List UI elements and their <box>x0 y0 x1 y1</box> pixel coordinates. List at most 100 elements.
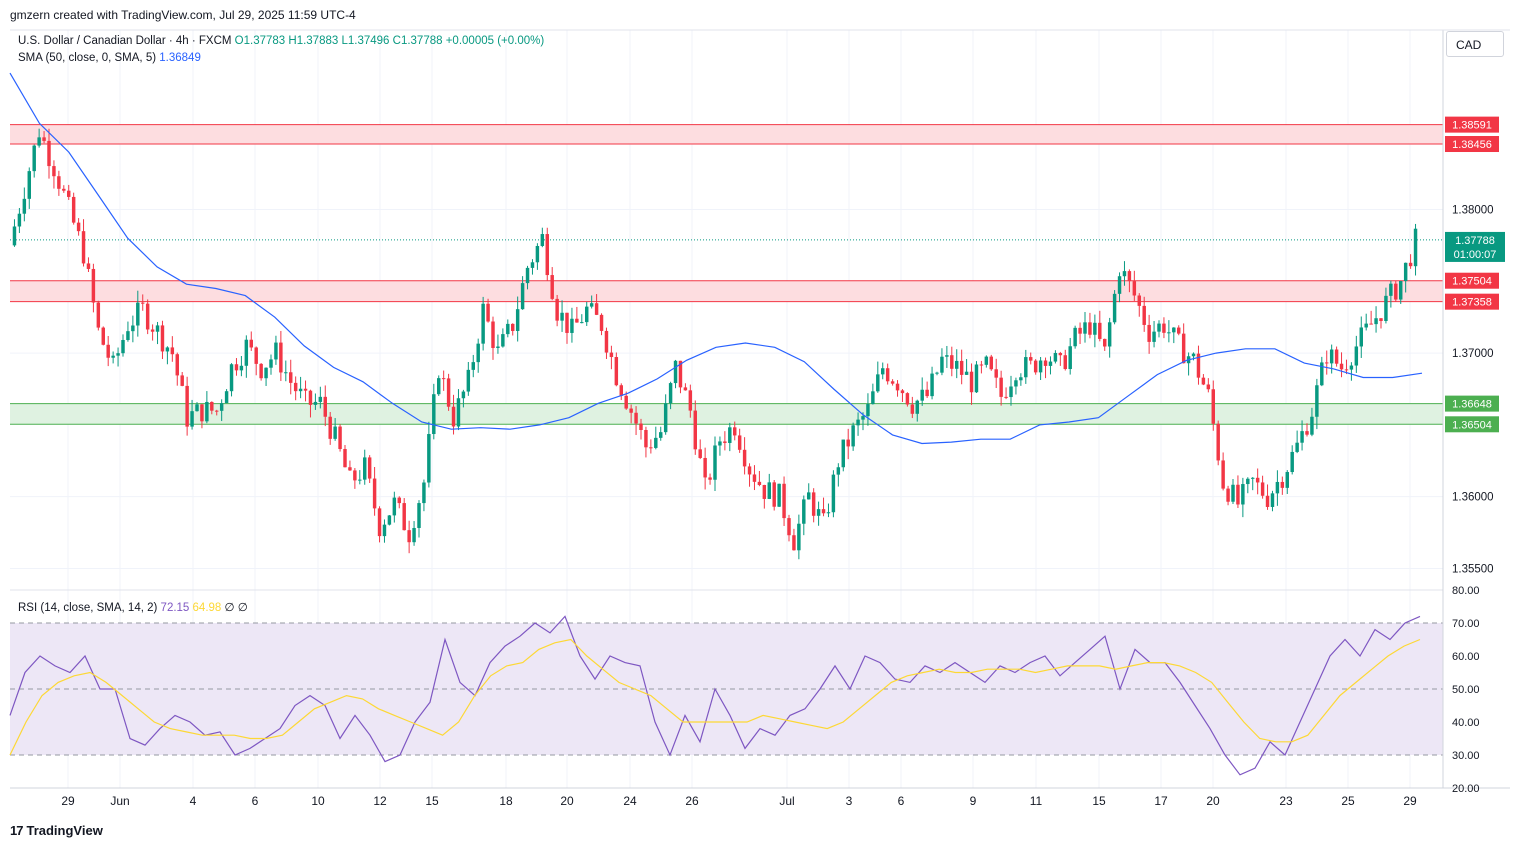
candle-body <box>570 318 574 333</box>
candle-body <box>1167 332 1171 334</box>
zone-price-label: 1.37358 <box>1452 297 1492 309</box>
candle-body <box>1152 331 1156 342</box>
candle-body <box>797 523 801 551</box>
candle-body <box>392 497 397 516</box>
candle-body <box>170 347 175 355</box>
zone-price-tag <box>1445 116 1499 133</box>
candle-body <box>155 325 160 332</box>
x-tick-label: Jun <box>110 794 129 808</box>
candle-body <box>673 360 678 384</box>
candle-body <box>254 347 258 364</box>
candle-body <box>1384 295 1388 322</box>
candle-body <box>274 342 278 360</box>
rsi-tick-label: 20.00 <box>1452 783 1480 795</box>
candle-body <box>131 325 135 332</box>
candle-body <box>81 231 86 264</box>
zone-price-tag <box>1445 272 1499 289</box>
x-tick-label: 20 <box>1206 794 1220 808</box>
candle-body <box>589 303 594 307</box>
candle-body <box>1280 481 1285 488</box>
symbol-name[interactable]: U.S. Dollar / Canadian Dollar · 4h · FXC… <box>18 35 232 47</box>
candle-body <box>881 368 885 375</box>
price-tick-label: 1.36000 <box>1452 492 1494 504</box>
candle-body <box>437 378 441 395</box>
x-tick-label: 6 <box>252 794 259 808</box>
candle-body <box>1093 322 1097 335</box>
candle-body <box>1241 484 1245 505</box>
candle-body <box>895 383 900 391</box>
candle-body <box>1364 323 1368 328</box>
candle-body <box>1408 262 1413 267</box>
candle-body <box>456 398 461 427</box>
candle-body <box>654 437 658 448</box>
candle-body <box>205 401 209 422</box>
candle-body <box>915 400 919 414</box>
candle-body <box>1172 327 1176 333</box>
candle-body <box>1112 293 1117 323</box>
candle-body <box>121 339 125 354</box>
x-tick-label: 6 <box>898 794 905 808</box>
rsi-line <box>9 615 1421 776</box>
candle-body <box>964 371 969 375</box>
candle-body <box>885 368 890 382</box>
candle-body <box>1315 385 1319 417</box>
candle-body <box>150 329 155 332</box>
candle-body <box>165 347 170 352</box>
candle-body <box>866 404 870 417</box>
candle-body <box>215 410 219 412</box>
candle-body <box>530 262 535 268</box>
candle-body <box>318 396 323 402</box>
candle-body <box>1142 305 1146 325</box>
candle-body <box>1265 495 1270 507</box>
candle-body <box>441 378 446 380</box>
candle-body <box>1196 353 1201 378</box>
candle-body <box>994 369 998 378</box>
candle-body <box>876 374 880 392</box>
x-tick-label: 29 <box>61 794 75 808</box>
candle-body <box>1246 478 1250 485</box>
candle-body <box>565 312 569 333</box>
candle-body <box>1098 322 1102 339</box>
candle-body <box>742 449 747 467</box>
candle-body <box>96 302 101 328</box>
candle-body <box>1073 327 1077 347</box>
candle-body <box>185 385 189 427</box>
x-tick-label: 23 <box>1279 794 1293 808</box>
price-zones <box>10 124 1443 425</box>
candle-body <box>239 365 244 371</box>
rsi-label[interactable]: RSI (14, close, SMA, 14, 2) <box>18 602 158 614</box>
candlesticks <box>12 128 1418 560</box>
currency-button[interactable]: CAD <box>1446 31 1504 57</box>
candle-body <box>37 137 41 146</box>
candle-body <box>298 388 303 392</box>
candle-body <box>47 140 51 167</box>
candle-body <box>446 378 451 407</box>
x-tick-label: 15 <box>1092 794 1106 808</box>
candle-body <box>1369 323 1373 325</box>
zone-price-tag <box>1445 395 1499 412</box>
tradingview-logo-icon: 17 <box>10 823 24 838</box>
candle-body <box>580 322 584 324</box>
candle-body <box>969 371 974 393</box>
candle-body <box>1285 472 1289 488</box>
candle-body <box>481 303 485 344</box>
candle-body <box>12 226 17 246</box>
candle-body <box>792 535 796 551</box>
candle-body <box>1354 346 1359 366</box>
candle-body <box>1260 482 1265 496</box>
candle-body <box>945 355 949 357</box>
candle-body <box>377 508 382 537</box>
candle-body <box>639 423 643 430</box>
sma-label[interactable]: SMA (50, close, 0, SMA, 5) <box>18 52 157 64</box>
candle-body <box>955 360 959 369</box>
brand-footer: 17 TradingView <box>10 823 103 838</box>
candle-body <box>1206 384 1211 390</box>
candle-body <box>367 457 372 479</box>
candle-body <box>17 213 22 227</box>
candle-body <box>244 339 249 366</box>
candle-body <box>1029 357 1033 361</box>
ohlc-close: C1.37788 <box>392 35 443 47</box>
candle-body <box>1088 322 1092 335</box>
candle-body <box>1221 460 1225 489</box>
